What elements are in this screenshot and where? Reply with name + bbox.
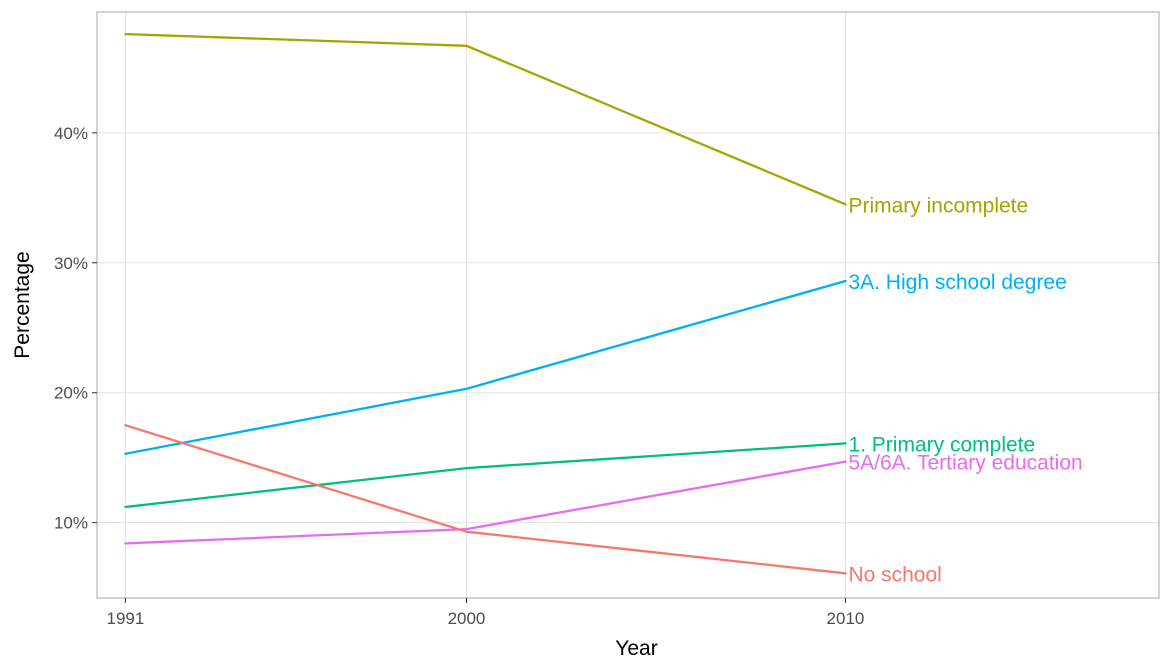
grid <box>97 12 1160 598</box>
y-axis-title: Percentage <box>11 251 34 358</box>
x-tick-label: 1991 <box>107 609 145 628</box>
x-axis-ticks: 1991 2000 2010 <box>107 598 865 628</box>
series-end-label: Primary incomplete <box>848 194 1028 217</box>
x-axis-title: Year <box>615 637 657 657</box>
x-tick-label: 2000 <box>448 609 486 628</box>
y-tick-label: 10% <box>54 514 88 533</box>
x-tick-label: 2010 <box>827 609 865 628</box>
series-line <box>124 279 847 455</box>
series-end-label: 3A. High school degree <box>848 271 1066 294</box>
y-tick-label: 30% <box>54 254 88 273</box>
series-labels: Primary incomplete 3A. High school degree… <box>848 194 1082 586</box>
series-line <box>124 442 847 509</box>
series-line <box>124 424 847 575</box>
series-end-label: 1. Primary complete <box>848 433 1035 456</box>
series-lines <box>124 32 847 575</box>
y-axis-ticks: 10% 20% 30% 40% <box>54 124 97 533</box>
y-tick-label: 20% <box>54 384 88 403</box>
series-end-label: No school <box>848 563 941 586</box>
plot-panel-border <box>96 11 1160 599</box>
series-end-label: 5A/6A. Tertiary education <box>848 452 1082 475</box>
y-tick-label: 40% <box>54 124 88 143</box>
series-line <box>124 32 847 206</box>
series-line <box>124 460 847 545</box>
